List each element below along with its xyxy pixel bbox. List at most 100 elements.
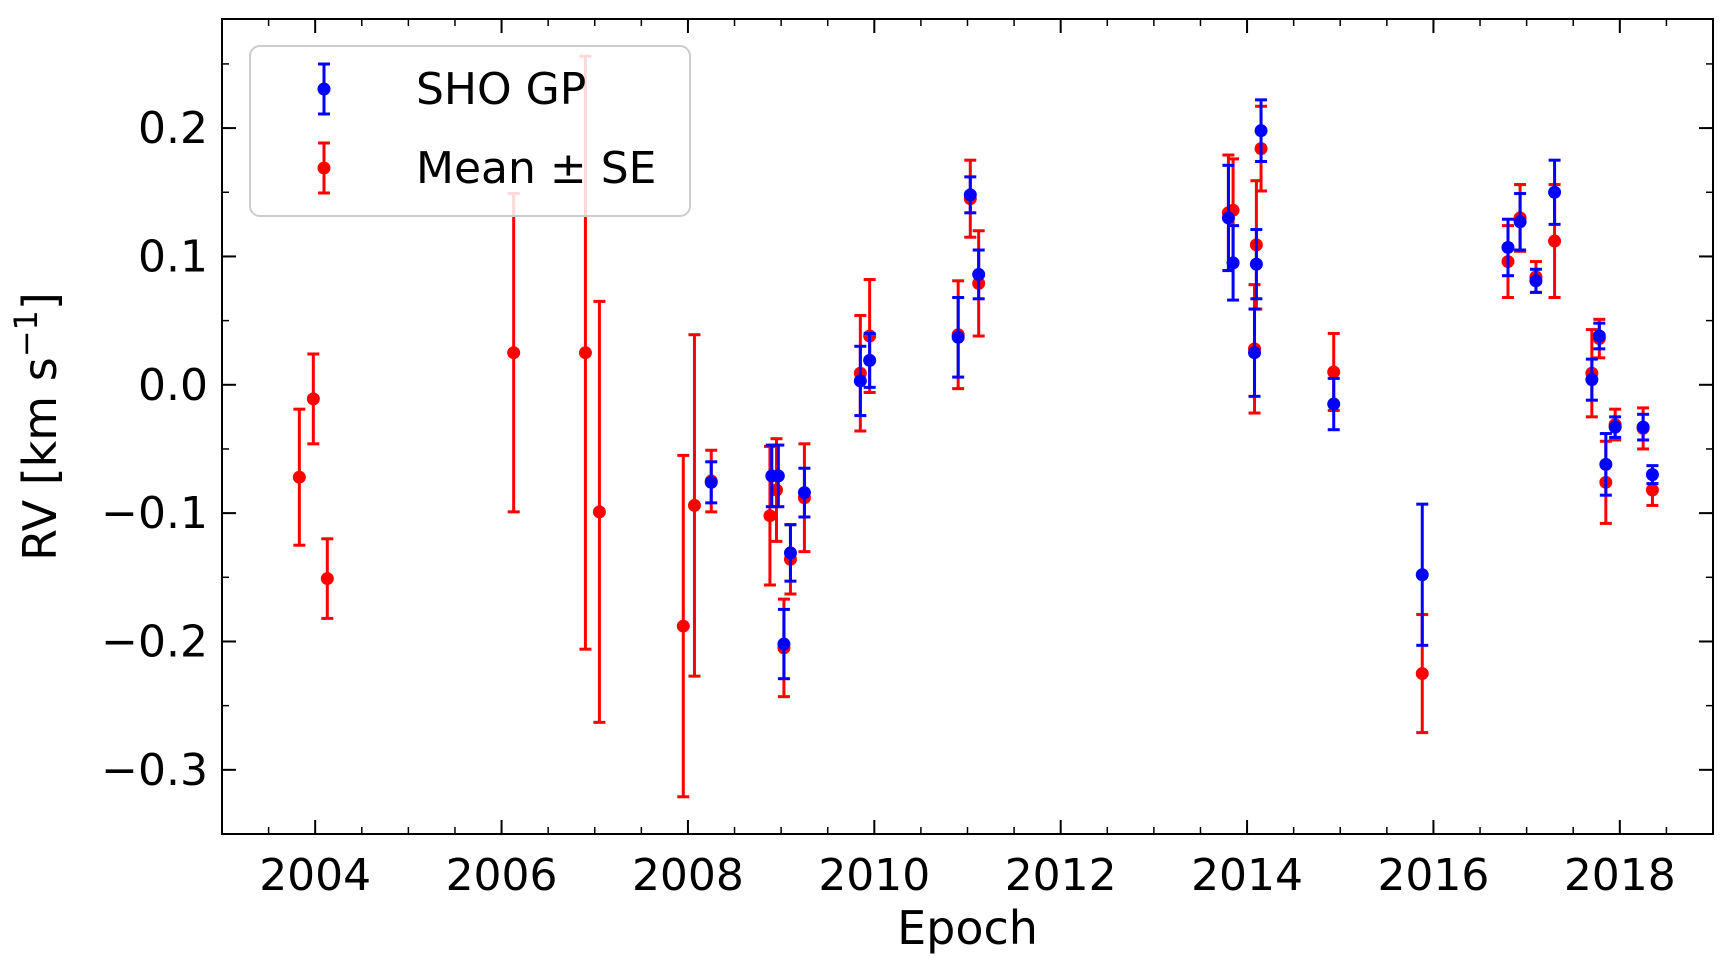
sho-gp-point — [1599, 432, 1613, 497]
data-marker — [507, 346, 521, 360]
plot-frame — [221, 18, 1714, 835]
data-marker — [963, 188, 977, 202]
mean-se-point — [592, 299, 606, 724]
sho-gp-point — [853, 344, 867, 418]
data-marker — [1599, 457, 1613, 471]
y-axis-label: RV [km s−1] — [7, 292, 67, 561]
sho-gp-point — [963, 175, 977, 215]
sho-gp-point — [1327, 376, 1341, 432]
y-tick-label: 0.1 — [138, 231, 208, 282]
sho-gp-point — [951, 296, 965, 379]
sho-gp-point — [972, 248, 986, 301]
sho-gp-point — [1636, 412, 1650, 442]
data-marker — [320, 572, 334, 586]
legend-label: Mean ± SE — [416, 143, 656, 194]
x-tick-label: 2016 — [1377, 850, 1489, 901]
x-tick-label: 2006 — [446, 850, 558, 901]
data-marker — [687, 498, 701, 512]
mean-se-point — [763, 444, 777, 587]
x-tick-label: 2018 — [1564, 850, 1676, 901]
sho-gp-point — [1226, 224, 1240, 302]
mean-se-point — [687, 333, 701, 678]
x-tick-label: 2010 — [818, 850, 930, 901]
legend-label: SHO GP — [416, 64, 586, 115]
data-marker — [306, 392, 320, 406]
data-marker — [1327, 397, 1341, 411]
sho-gp-point — [771, 443, 785, 509]
data-marker — [676, 619, 690, 633]
sho-gp-point — [1529, 267, 1543, 294]
sho-gp-point — [1415, 502, 1429, 647]
x-tick-label: 2008 — [632, 850, 744, 901]
mean-se-point — [507, 192, 521, 514]
data-marker — [1221, 211, 1235, 225]
sho-gp-point — [783, 523, 797, 583]
data-marker — [1254, 124, 1268, 138]
sho-gp-point — [1221, 163, 1235, 273]
data-marker — [592, 505, 606, 519]
data-marker — [1513, 215, 1527, 229]
mean-se-point — [306, 352, 320, 446]
data-marker — [704, 475, 718, 489]
data-marker — [1548, 234, 1562, 248]
y-tick-labels: −0.3 −0.2 −0.1 0.0 0.1 0.2 — [101, 103, 208, 796]
data-marker — [797, 486, 811, 500]
y-tick-label: −0.2 — [101, 616, 208, 667]
x-tick-label: 2014 — [1191, 850, 1303, 901]
major-ticks — [222, 19, 1713, 834]
sho-gp-point — [1548, 158, 1562, 226]
y-tick-label: −0.3 — [101, 745, 208, 796]
legend-box — [249, 45, 691, 217]
x-tick-labels: 2004 2006 2008 2010 2012 2014 2016 2018 — [259, 850, 1676, 901]
x-axis-label: Epoch — [897, 901, 1038, 955]
mean-se-point — [676, 453, 690, 799]
y-axis-label-close: ] — [13, 292, 67, 310]
data-marker — [1226, 256, 1240, 270]
sho-gp-point — [1585, 357, 1599, 402]
data-marker — [292, 470, 306, 484]
data-marker — [1645, 468, 1659, 482]
legend-entry: Mean ± SE — [317, 141, 656, 195]
data-marker — [1501, 240, 1515, 254]
data-marker — [1529, 274, 1543, 288]
sho-gp-point — [1249, 227, 1263, 301]
sho-gp-point — [1254, 98, 1268, 163]
sho-gp-point — [777, 607, 791, 681]
data-marker — [1592, 329, 1606, 343]
sho-gp-point — [797, 466, 811, 519]
sho-gp-point — [1501, 217, 1515, 278]
data-marker — [1248, 346, 1262, 360]
sho-gp-point — [1513, 192, 1527, 252]
y-axis-label-main: RV [km s — [13, 357, 67, 561]
data-marker — [1249, 257, 1263, 271]
data-marker — [578, 346, 592, 360]
series-sho-gp — [704, 98, 1659, 681]
sho-gp-point — [1645, 464, 1659, 486]
mean-se-point — [320, 537, 334, 620]
data-marker — [1415, 568, 1429, 582]
legend-entry: SHO GP — [317, 62, 586, 116]
sho-gp-point — [1248, 307, 1262, 398]
data-marker — [853, 374, 867, 388]
data-marker — [951, 330, 965, 344]
legend: SHO GP Mean ± SE — [249, 45, 691, 217]
y-tick-label: −0.1 — [101, 488, 208, 539]
legend-marker — [317, 82, 331, 96]
data-marker — [1645, 483, 1659, 497]
x-tick-label: 2012 — [1005, 850, 1117, 901]
y-axis-label-sup: −1 — [7, 310, 45, 357]
y-tick-label: 0.0 — [138, 360, 208, 411]
sho-gp-point — [704, 460, 718, 505]
data-marker — [1608, 420, 1622, 434]
data-marker — [1585, 373, 1599, 387]
y-tick-label: 0.2 — [138, 103, 208, 154]
x-tick-label: 2004 — [259, 850, 371, 901]
data-marker — [1415, 667, 1429, 681]
sho-gp-point — [863, 331, 877, 389]
data-marker — [863, 353, 877, 367]
data-marker — [1548, 185, 1562, 199]
data-marker — [763, 509, 777, 523]
data-marker — [783, 546, 797, 560]
sho-gp-point — [1592, 321, 1606, 351]
